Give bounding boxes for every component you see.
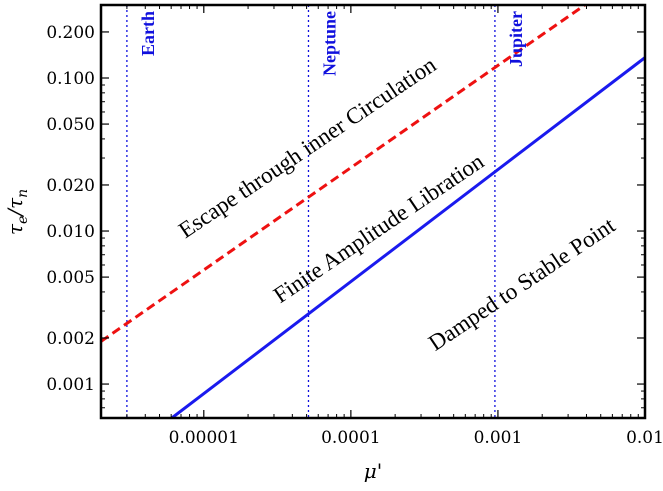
y-tick-label: 0.001 bbox=[46, 375, 95, 395]
dashed-red-boundary-line bbox=[101, 5, 586, 343]
x-tick-label: 0.0001 bbox=[321, 428, 380, 448]
y-axis-label-sub-n: n bbox=[15, 189, 31, 198]
solid-blue-boundary-line bbox=[170, 56, 645, 418]
y-axis-label-tau: τ bbox=[3, 223, 27, 235]
y-tick-label: 0.010 bbox=[46, 222, 95, 242]
x-axis-label: μ' bbox=[364, 459, 383, 483]
planet-label-jupiter: Jupiter bbox=[506, 11, 526, 67]
region-label-2: Damped to Stable Point bbox=[424, 212, 620, 356]
x-tick-label: 0.01 bbox=[626, 428, 663, 448]
plot-frame bbox=[99, 3, 647, 420]
region-label-1: Finite Amplitude Libration bbox=[269, 148, 489, 308]
x-tick-label: 0.001 bbox=[474, 428, 523, 448]
y-axis-label: τe/τn bbox=[3, 189, 31, 235]
y-tick-label: 0.002 bbox=[46, 329, 95, 349]
y-tick-label: 0.005 bbox=[46, 268, 95, 288]
y-tick-label: 0.020 bbox=[46, 176, 95, 196]
x-tick-label: 0.00001 bbox=[169, 428, 239, 448]
y-tick-label: 0.100 bbox=[46, 69, 95, 89]
y-axis-label-slash-tau: /τ bbox=[3, 197, 27, 218]
axis-ticks: 0.00001 0.0001 0.001 0.01 0.001 0.002 0.005 0.0… bbox=[46, 5, 663, 448]
series-lines bbox=[101, 5, 645, 418]
y-axis-label-sub-e: e bbox=[15, 216, 31, 224]
planet-labels: Earth Neptune Jupiter bbox=[138, 11, 526, 76]
planet-label-earth: Earth bbox=[138, 11, 158, 56]
y-tick-label: 0.050 bbox=[46, 115, 95, 135]
vertical-reference-lines bbox=[126, 5, 496, 418]
y-tick-label: 0.200 bbox=[46, 23, 95, 43]
planet-label-neptune: Neptune bbox=[319, 11, 339, 76]
